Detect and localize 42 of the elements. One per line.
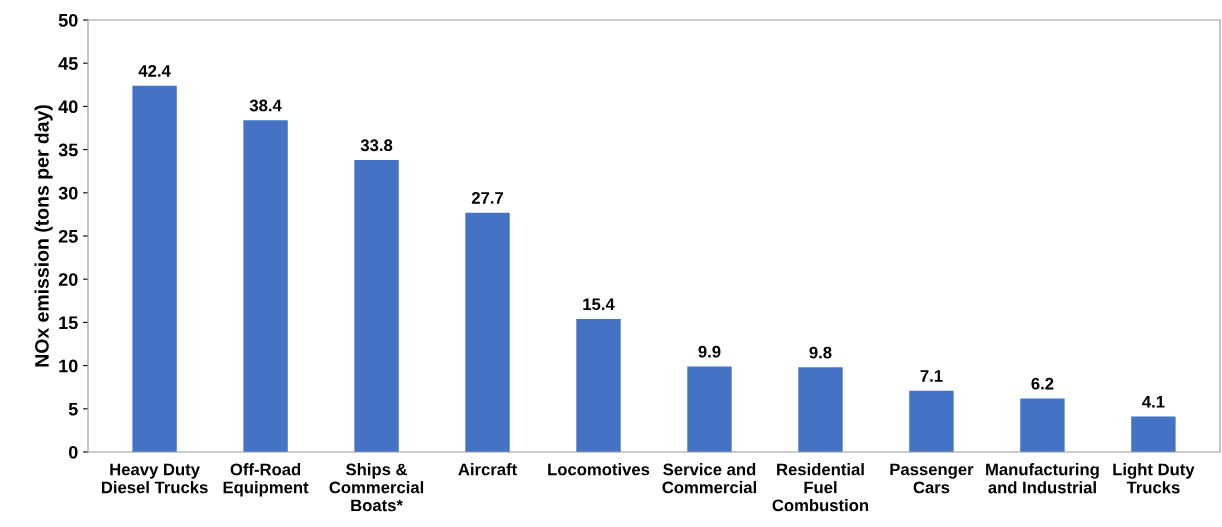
bar <box>798 367 843 452</box>
bar <box>1020 398 1065 452</box>
x-tick-label: Passenger Cars <box>890 463 974 494</box>
x-tick-label: Light Duty Trucks <box>1113 463 1195 494</box>
bar <box>1131 416 1176 452</box>
x-tick-label: Locomotives <box>548 463 650 476</box>
data-label: 9.9 <box>698 345 721 358</box>
data-label: 38.4 <box>249 99 282 112</box>
x-tick-label: Off-Road Equipment <box>223 463 309 497</box>
y-tick-label: 45 <box>58 57 78 70</box>
x-tick-label: Aircraft <box>458 463 517 476</box>
x-tick-label: Manufacturing and Industrial <box>986 463 1099 494</box>
data-label: 42.4 <box>138 65 171 77</box>
bar <box>354 159 399 452</box>
y-tick-label: 25 <box>58 229 78 243</box>
data-label: 33.8 <box>360 139 393 152</box>
x-tick-label: Heavy Duty Diesel Trucks <box>101 463 208 494</box>
data-label: 7.1 <box>920 370 943 382</box>
bar <box>909 390 954 452</box>
x-tick-label: Ships & Commercial Boats* <box>329 463 424 512</box>
y-tick-label: 50 <box>58 13 78 27</box>
y-tick-label: 30 <box>58 186 78 200</box>
x-tick-label: Residential Fuel Combustion <box>772 463 869 512</box>
y-tick-label: 20 <box>58 273 78 286</box>
y-tick-label: 35 <box>58 143 78 157</box>
bar <box>576 318 621 452</box>
y-tick-label: 0 <box>68 445 78 459</box>
bar <box>132 85 177 452</box>
data-label: 27.7 <box>471 192 504 204</box>
bar <box>465 212 510 452</box>
bar <box>243 120 288 452</box>
y-tick-label: 10 <box>59 359 78 373</box>
data-label: 6.2 <box>1031 377 1054 390</box>
data-label: 15.4 <box>583 298 615 311</box>
y-tick-label: 15 <box>59 316 78 330</box>
x-tick-label: Service and Commercial <box>662 463 757 494</box>
data-label: 4.1 <box>1142 396 1165 408</box>
data-label: 9.8 <box>809 346 832 359</box>
y-tick-label: 40 <box>58 100 78 114</box>
y-tick-label: 5 <box>68 402 78 416</box>
y-axis-title: NOx emission (tons per day) <box>34 105 53 367</box>
bar <box>687 366 732 452</box>
